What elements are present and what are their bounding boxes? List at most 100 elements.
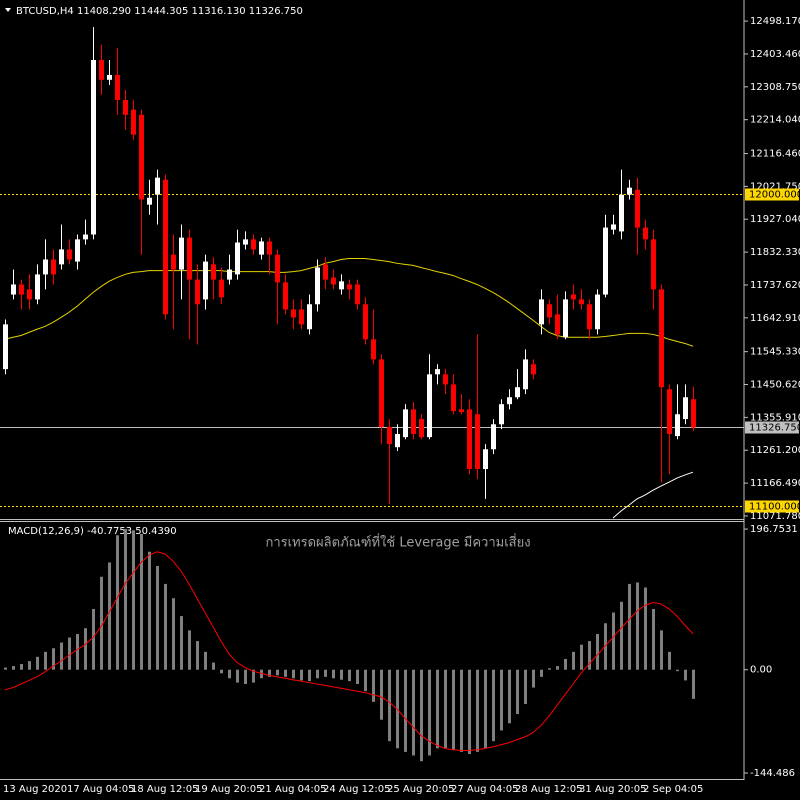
candle-body <box>315 267 320 305</box>
candle-body <box>643 227 648 240</box>
histogram-bar <box>260 669 263 679</box>
histogram-bar <box>580 644 583 670</box>
candle-body <box>123 99 128 115</box>
y-tick-label: 12308.750 <box>750 82 800 93</box>
candle-body <box>323 264 328 280</box>
indicator-line <box>612 471 694 519</box>
indicator-line <box>4 257 694 347</box>
candle-body <box>171 254 176 270</box>
candle-body <box>99 60 104 80</box>
histogram-bar <box>12 666 15 670</box>
watermark: การเทรดผลิตภัณฑ์ที่ใช้ Leverage มีความเส… <box>265 534 530 551</box>
candle-body <box>243 239 248 245</box>
price-level-box <box>745 421 799 434</box>
candle-body <box>411 409 416 435</box>
histogram-bar <box>372 669 375 702</box>
price-level-label: 11100.000 <box>749 502 800 513</box>
histogram-bar <box>188 630 191 670</box>
candle-body <box>235 242 240 275</box>
candle-body <box>107 74 112 80</box>
histogram-bar <box>460 669 463 752</box>
candle-body <box>131 109 136 135</box>
candle-body <box>251 239 256 250</box>
candle-body <box>139 114 144 200</box>
histogram-bar <box>524 669 527 705</box>
candle-body <box>147 197 152 205</box>
histogram-bar <box>252 669 255 683</box>
histogram-bar <box>556 666 559 670</box>
histogram-bar <box>284 669 287 677</box>
histogram-bar <box>388 669 391 742</box>
histogram-bar <box>604 623 607 670</box>
y-tick-label: 0.00 <box>750 665 772 676</box>
candle-body <box>683 397 688 420</box>
candle-body <box>115 74 120 100</box>
x-tick-label: 21 Aug 04:05 <box>259 784 326 795</box>
histogram-bar <box>596 633 599 670</box>
candle-body <box>443 374 448 385</box>
histogram-bar <box>620 601 623 670</box>
y-tick-label: 196.7531 <box>750 524 798 535</box>
x-tick-label: 19 Aug 20:05 <box>195 784 262 795</box>
candle-body <box>435 369 440 375</box>
histogram-bar <box>548 668 551 670</box>
candle-body <box>611 224 616 230</box>
histogram-bar <box>676 669 679 672</box>
candle-body <box>3 324 8 370</box>
candle-body <box>491 424 496 450</box>
candle-body <box>635 189 640 228</box>
histogram-bar <box>444 669 447 749</box>
candle-body <box>291 309 296 318</box>
price-level-label: 11326.750 <box>749 423 800 434</box>
candle-body <box>691 399 696 428</box>
candle-body <box>507 397 512 405</box>
y-tick-label: 12403.460 <box>750 49 800 60</box>
histogram-bar <box>52 648 55 670</box>
menu-triangle[interactable] <box>5 8 11 12</box>
candle-body <box>347 284 352 290</box>
histogram-bar <box>564 658 567 670</box>
y-tick-label: 11450.620 <box>750 380 800 391</box>
candle-body <box>355 284 360 305</box>
y-tick-label: -144.486 <box>750 768 795 779</box>
candle-body <box>195 279 200 305</box>
candle-body <box>419 419 424 438</box>
candle-body <box>331 277 336 285</box>
histogram-bar <box>132 530 135 670</box>
histogram-bar <box>204 651 207 670</box>
histogram-bar <box>308 669 311 682</box>
candle-body <box>627 187 632 195</box>
histogram-bar <box>500 669 503 731</box>
y-tick-label: 11737.620 <box>750 280 800 291</box>
histogram-bar <box>436 669 439 749</box>
candle-body <box>267 241 272 255</box>
histogram-bar <box>76 633 79 670</box>
histogram-bar <box>692 669 695 699</box>
histogram-bar <box>228 669 231 679</box>
y-tick-label: 11545.330 <box>750 347 800 358</box>
histogram-bar <box>324 669 327 677</box>
price-level-box <box>745 500 799 513</box>
candle-body <box>667 389 672 435</box>
y-tick-label: 12116.460 <box>750 149 800 160</box>
x-tick-label: 24 Aug 12:05 <box>323 784 390 795</box>
candle-body <box>603 227 608 295</box>
indicator-line <box>4 551 694 751</box>
x-tick-label: 27 Aug 04:05 <box>451 784 518 795</box>
candle-body <box>547 304 552 318</box>
candle-body <box>219 279 224 298</box>
histogram-bar <box>644 587 647 670</box>
candle-body <box>595 294 600 330</box>
histogram-bar <box>292 669 295 679</box>
candle-body <box>163 179 168 315</box>
x-tick-label: 31 Aug 20:05 <box>579 784 646 795</box>
histogram-bar <box>116 535 119 670</box>
histogram-bar <box>92 608 95 670</box>
histogram-bar <box>652 608 655 670</box>
candle-body <box>307 304 312 330</box>
histogram-bar <box>508 669 511 724</box>
candle-body <box>395 434 400 448</box>
y-tick-label: 11071.780 <box>750 511 800 522</box>
histogram-bar <box>316 669 319 679</box>
y-tick-label: 11927.040 <box>750 214 800 225</box>
